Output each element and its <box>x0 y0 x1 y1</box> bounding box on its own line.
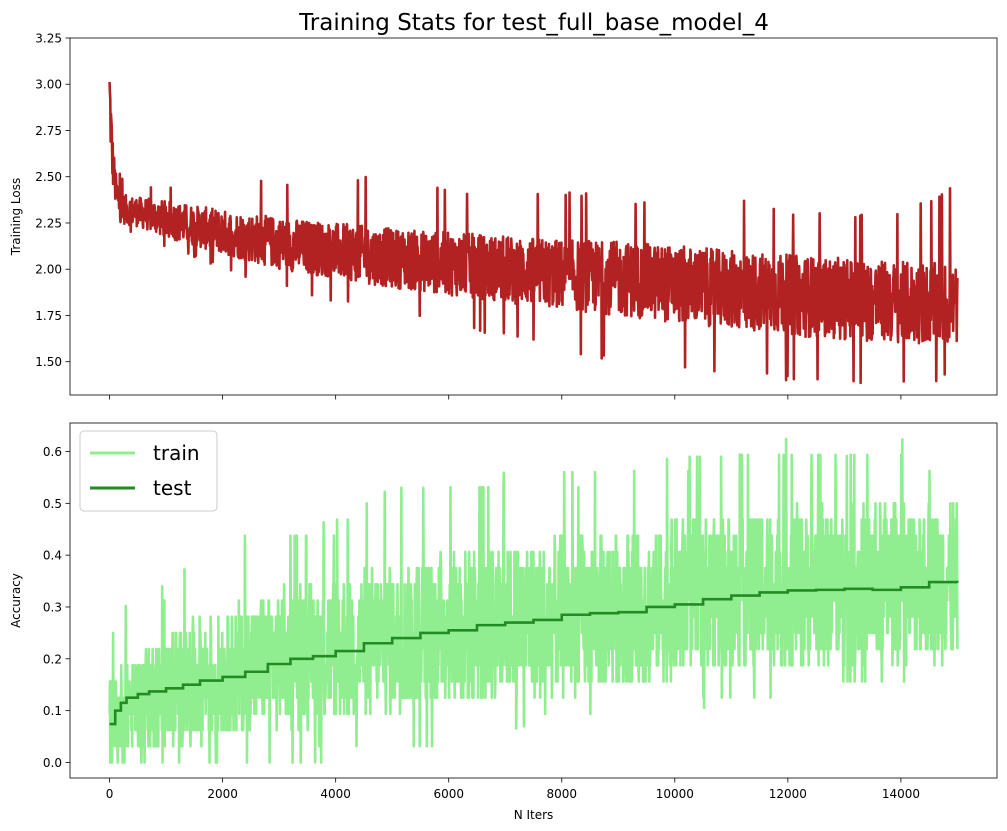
axes-frame-2 <box>69 422 998 779</box>
y-tick-label: 2.50 <box>35 170 62 184</box>
x-tick-label: 4000 <box>320 787 351 801</box>
y-tick-label: 1.50 <box>35 355 62 369</box>
x-tick-label: 0 <box>106 787 114 801</box>
series-training-loss-line <box>108 81 959 385</box>
plot-area-2 <box>108 437 959 764</box>
y-axis-label: Training Loss <box>9 178 23 256</box>
y-tick-label: 0.5 <box>43 497 62 511</box>
x-tick-label: 12000 <box>769 787 807 801</box>
y-tick-label: 1.75 <box>35 309 62 323</box>
y-tick-label: 3.00 <box>35 78 62 92</box>
y-tick-label: 2.75 <box>35 124 62 138</box>
series-test-line <box>109 580 959 726</box>
y-tick-label: 0.1 <box>43 704 62 718</box>
chart-panel-1: 1.50 1.75 2.00 2.25 2.50 2.75 3.00 3.25 Training… <box>9 32 998 400</box>
y-tick-label: 0.2 <box>43 652 62 666</box>
y-tick-label: 3.25 <box>35 32 62 46</box>
legend-box <box>79 430 218 512</box>
series-train-line <box>108 437 959 764</box>
y-tick-label: 2.00 <box>35 263 62 277</box>
y-tick-label: 0.6 <box>43 445 62 459</box>
x-axis-label: N Iters <box>514 808 554 822</box>
legend-label-train: train <box>153 441 200 465</box>
x-tick-label: 10000 <box>656 787 694 801</box>
y-axis-label: Accuracy <box>9 573 23 628</box>
y-tick-label: 0.4 <box>43 549 62 563</box>
x-tick-label: 2000 <box>207 787 238 801</box>
x-tick-label: 6000 <box>433 787 464 801</box>
x-tick-label: 8000 <box>546 787 577 801</box>
y-tick-label: 2.25 <box>35 216 62 230</box>
y-tick-label: 0.0 <box>43 756 62 770</box>
chart-panel-2: 0.0 0.1 0.2 0.3 0.4 0.5 0.6 0 2000 4000 6000 8000 10… <box>9 422 998 822</box>
legend-label-test: test <box>153 476 192 500</box>
plot-area-1 <box>108 81 959 385</box>
y-tick-label: 0.3 <box>43 600 62 614</box>
axes-frame-1 <box>69 37 998 396</box>
figure-title: Training Stats for test_full_base_model_… <box>298 10 769 36</box>
legend: train test <box>79 430 218 512</box>
x-tick-label: 14000 <box>882 787 920 801</box>
